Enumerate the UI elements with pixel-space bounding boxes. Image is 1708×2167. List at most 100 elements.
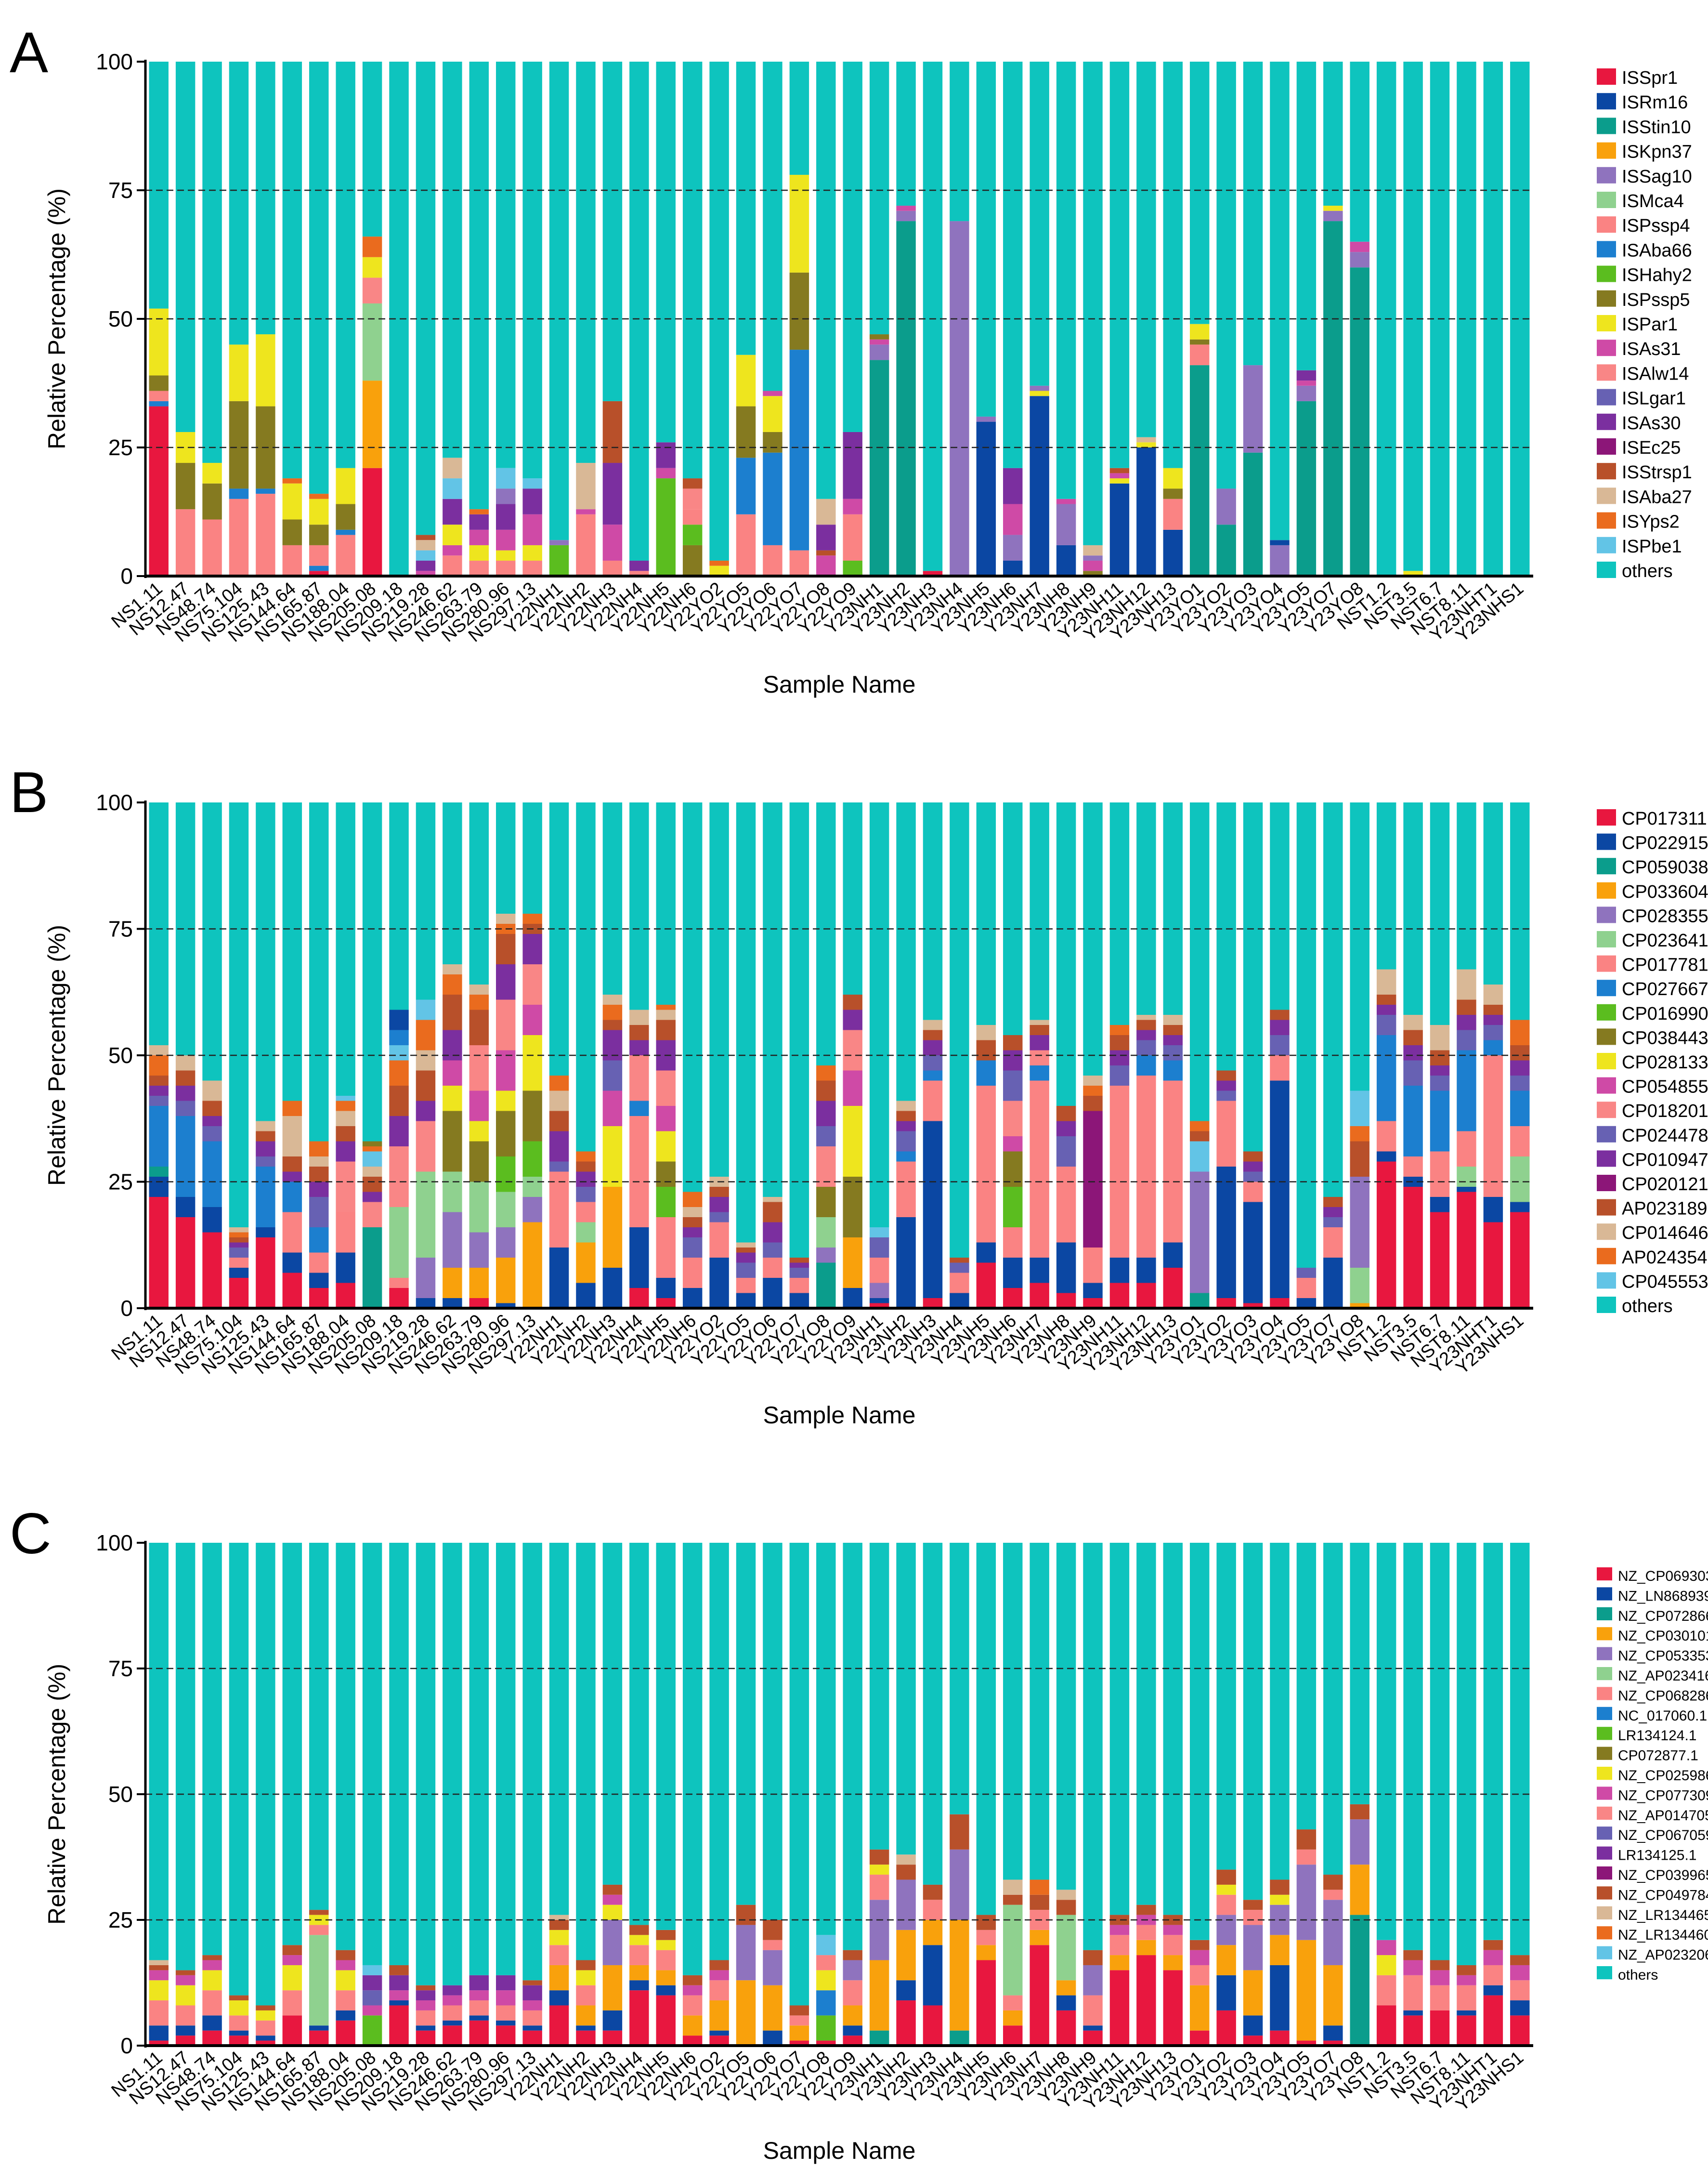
bar-Y22NH6 [682, 802, 703, 1308]
bar-segment-NZ_CP077309.1 [416, 2000, 436, 2010]
bar-Y23YO8 [1350, 802, 1369, 1308]
bar-segment-CP024478.1 [1376, 1015, 1396, 1035]
bar-segment-CP022915.1 [202, 1207, 222, 1233]
legend-item: CP014646.1 [1597, 1223, 1708, 1243]
bar-segment-AP023189.1 [1376, 995, 1396, 1005]
bar-segment-CP017311.1 [1403, 1187, 1423, 1308]
bar-segment-ISPssp5 [789, 272, 809, 350]
bar-segment-ISPssp4 [576, 514, 596, 576]
bar-segment-CP017781.1 [1243, 1182, 1263, 1202]
bar-segment-NZ_CP077309.1 [1163, 1925, 1183, 1935]
legend-item: NZ_CP049784.1 [1597, 1886, 1708, 1903]
bar-segment-CP023641.1 [1510, 1156, 1530, 1202]
bar-segment-CP010947.1 [736, 1252, 756, 1263]
bar-segment-NZ_CP025986.1 [1376, 1955, 1396, 1975]
bar-segment-CP010947.1 [816, 1101, 836, 1126]
bar-segment-CP022915.1 [896, 1217, 916, 1308]
bar-segment-ISAba27 [1136, 437, 1156, 443]
bar-segment-NC_017060.1 [816, 1990, 836, 2016]
bar-segment-others [309, 802, 329, 1142]
bar-segment-ISAs31 [469, 529, 489, 545]
legend-swatch [1597, 1077, 1616, 1094]
bar-segment-CP045553.1 [416, 999, 436, 1020]
bar-segment-AP023189.1 [1163, 1025, 1183, 1035]
bar-NS280.96 [495, 62, 516, 576]
bar-segment-others [1296, 62, 1317, 370]
bar-segment-others [1323, 802, 1343, 1197]
bar-segment-others [896, 1543, 916, 1855]
bar-segment-NZ_LN868939.1 [1083, 2025, 1103, 2031]
bar-segment-ISPar1 [763, 396, 782, 432]
legend-item: ISSag10 [1597, 167, 1692, 187]
bar-segment-CP024478.1 [1163, 1045, 1183, 1061]
bar-segment-others [495, 62, 516, 468]
bar-segment-CP017781.1 [896, 1161, 916, 1217]
legend-swatch [1597, 1175, 1616, 1191]
bar-segment-others [1030, 1543, 1049, 1880]
bar-segment-CP024478.1 [149, 1096, 169, 1106]
bar-segment-others [1136, 802, 1156, 1015]
legend-item: NZ_CP053353.1 [1597, 1647, 1708, 1664]
legend-item: NZ_CP030101.1 [1597, 1627, 1708, 1644]
bar-segment-CP022915.1 [869, 1298, 889, 1303]
bar-segment-NZ_CP069303.1 [896, 2000, 916, 2046]
bar-segment-NZ_CP049784.1 [1189, 1940, 1210, 1950]
bar-segment-CP022915.1 [843, 1288, 862, 1308]
bar-segment-CP017781.1 [1030, 1080, 1049, 1258]
bar-segment-ISAs31 [495, 529, 516, 551]
bar-segment-others [1270, 1543, 1290, 1880]
bar-segment-others [1483, 1543, 1503, 1940]
bar-segment-CP022915.1 [709, 1258, 729, 1308]
bar-segment-AP023189.1 [1109, 1035, 1130, 1051]
bar-segment-CP022915.1 [175, 1197, 196, 1217]
bar-segment-AP023189.1 [629, 1025, 649, 1040]
bar-segment-others [1056, 802, 1076, 1106]
bar-segment-AP024354.1 [682, 1192, 703, 1207]
bar-segment-CP027667.1 [256, 1167, 275, 1227]
bar-segment-LR134125.1 [389, 1975, 409, 1991]
bar-segment-NZ_CP068286.1 [656, 1950, 676, 1970]
bar-segment-NZ_CP049784.1 [629, 1925, 649, 1935]
bar-segment-ISAs30 [469, 514, 489, 530]
bar-segment-NZ_CP049784.1 [389, 1965, 409, 1975]
bar-segment-CP016990.1 [656, 1187, 676, 1217]
bar-segment-AP023189.1 [149, 1076, 169, 1086]
bar-segment-ISAs31 [522, 514, 542, 545]
bar-segment-others [149, 62, 169, 309]
bar-segment-NZ_CP069303.1 [549, 2005, 569, 2046]
bar-segment-AP024354.1 [1083, 1086, 1103, 1096]
legend-label: ISAba27 [1622, 487, 1692, 507]
bar-segment-others [1403, 62, 1423, 571]
bar-segment-CP038443.1 [495, 1111, 516, 1156]
bar-segment-others [950, 62, 969, 222]
bar-segment-CP038443.1 [469, 1141, 489, 1182]
bar-Y22YO8 [816, 802, 836, 1308]
bar-segment-others [976, 1543, 996, 1915]
legend-swatch [1597, 1004, 1616, 1021]
bar-segment-NZ_CP049784.1 [682, 1975, 703, 1985]
bar-segment-NZ_LN868939.1 [1270, 1965, 1290, 2031]
bar-segment-others [816, 62, 836, 499]
legend-item: ISAs31 [1597, 339, 1681, 359]
bar-segment-CP010947.1 [549, 1131, 569, 1162]
bar-Y22YO5 [736, 802, 756, 1308]
bar-Y23YO8 [1350, 1543, 1369, 2046]
bar-segment-others [416, 1543, 436, 1985]
bar-segment-ISAs31 [1083, 560, 1103, 571]
bar-segment-CP038443.1 [1003, 1151, 1023, 1187]
bar-segment-NZ_CP030101.1 [1003, 2010, 1023, 2026]
legend-item: CP033604.1 [1597, 882, 1708, 902]
bar-segment-CP017311.1 [1136, 1283, 1156, 1308]
bar-segment-ISAs31 [869, 339, 889, 345]
bar-segment-CP017781.1 [1403, 1156, 1423, 1177]
bar-segment-CP024478.1 [1483, 1025, 1503, 1040]
bar-segment-NZ_CP025986.1 [175, 1985, 196, 2006]
bar-segment-ISAs31 [1056, 499, 1076, 504]
bar-segment-NZ_CP049784.1 [1109, 1915, 1130, 1925]
legend-item: CP054855.1 [1597, 1077, 1708, 1097]
bar-NS144.64 [282, 802, 302, 1308]
bar-segment-others [256, 802, 275, 1121]
bar-Y23NH5 [976, 62, 996, 576]
bar-segment-CP027667.1 [309, 1227, 329, 1253]
bar-segment-others [362, 62, 382, 237]
